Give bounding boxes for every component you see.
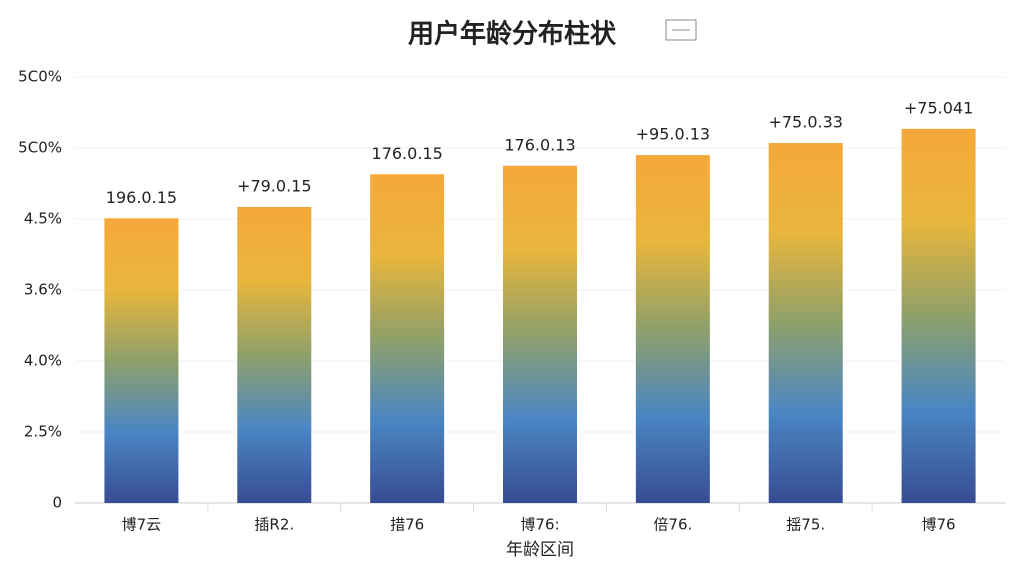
x-tick-label: 倍76. <box>653 516 692 534</box>
y-tick-label: 5C0% <box>18 68 62 86</box>
x-tick-label: 博7云 <box>122 516 162 534</box>
bar <box>901 128 976 503</box>
chart-title: 用户年龄分布柱状 <box>408 19 617 50</box>
y-tick-label: 4.5% <box>24 210 62 228</box>
data-label: +75.041 <box>904 98 973 117</box>
data-label: 176.0.15 <box>372 144 443 163</box>
bar <box>768 143 843 503</box>
x-axis-label: 年龄区间 <box>506 540 574 560</box>
y-tick-label: 2.5% <box>24 423 62 441</box>
x-tick-label: 措76 <box>390 516 424 534</box>
y-tick-label: 5C0% <box>18 139 62 157</box>
x-tick-label: 揺75. <box>786 516 825 534</box>
data-label: 196.0.15 <box>106 188 177 207</box>
y-tick-label: 4.0% <box>24 352 62 370</box>
bar <box>370 174 445 503</box>
x-tick-label: 插R2. <box>254 516 294 534</box>
data-label: +79.0.15 <box>237 176 311 195</box>
bar <box>237 206 312 503</box>
y-tick-label: 0 <box>52 494 62 512</box>
x-tick-label: 博76 <box>922 516 956 534</box>
bar <box>635 155 710 503</box>
bar <box>503 165 577 503</box>
y-tick-label: 3.6% <box>24 281 62 299</box>
x-tick-label: 博76: <box>520 516 559 534</box>
title-icon <box>665 19 697 41</box>
data-label: +95.0.13 <box>636 125 710 144</box>
data-label: +75.0.33 <box>768 113 842 132</box>
bar <box>104 218 179 504</box>
data-label: 176.0.13 <box>504 135 575 154</box>
